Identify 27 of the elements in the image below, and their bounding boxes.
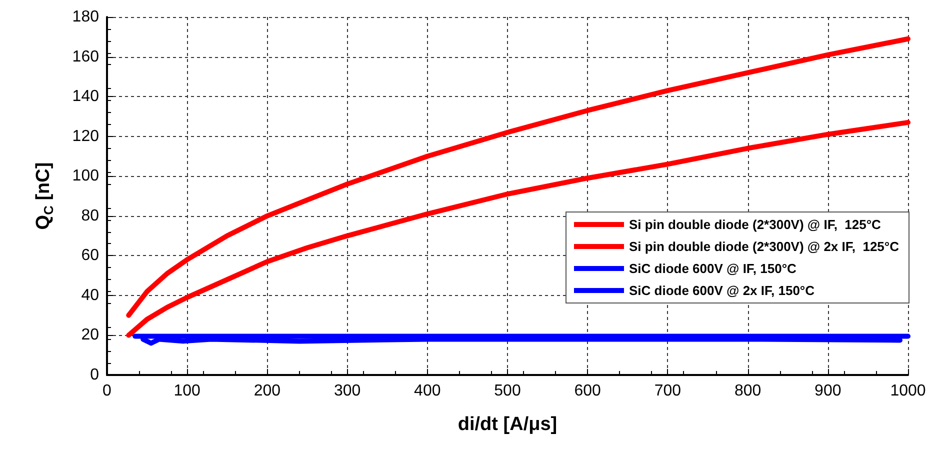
y-tick-label: 180 xyxy=(72,8,100,26)
legend-label: Si pin double diode (2*300V) @ 2x IF, 125°C xyxy=(629,239,900,254)
x-axis-title: di/dt [A/μs] xyxy=(458,414,558,435)
y-tick-label: 160 xyxy=(72,48,100,66)
x-tick-label: 200 xyxy=(254,382,281,400)
x-tick-label: 0 xyxy=(102,382,112,400)
x-tick-label: 900 xyxy=(814,382,842,400)
x-tick-label: 400 xyxy=(414,382,441,400)
y-tick-label: 20 xyxy=(81,326,100,344)
x-tick-label: 800 xyxy=(734,382,762,400)
y-tick-label: 120 xyxy=(72,128,100,145)
y-tick-label: 60 xyxy=(81,247,100,264)
legend-label: Si pin double diode (2*300V) @ IF, 125°C xyxy=(629,217,882,232)
x-tick-label: 1000 xyxy=(890,382,926,400)
x-tick-label: 700 xyxy=(654,382,682,400)
y-tick-label: 140 xyxy=(72,88,100,106)
y-tick-label: 40 xyxy=(81,286,100,304)
legend-label: SiC diode 600V @ IF, 150°C xyxy=(629,261,798,276)
x-tick-label: 100 xyxy=(174,382,201,400)
x-tick-label: 300 xyxy=(334,382,361,400)
y-tick-label: 100 xyxy=(72,168,100,185)
x-tick-label: 500 xyxy=(494,382,521,400)
legend-label: SiC diode 600V @ 2x IF, 150°C xyxy=(629,283,816,298)
y-tick-label: 0 xyxy=(90,366,100,384)
y-axis-title: QC [nC] xyxy=(33,162,56,230)
x-tick-label: 600 xyxy=(574,382,602,400)
y-tick-label: 80 xyxy=(81,207,100,224)
